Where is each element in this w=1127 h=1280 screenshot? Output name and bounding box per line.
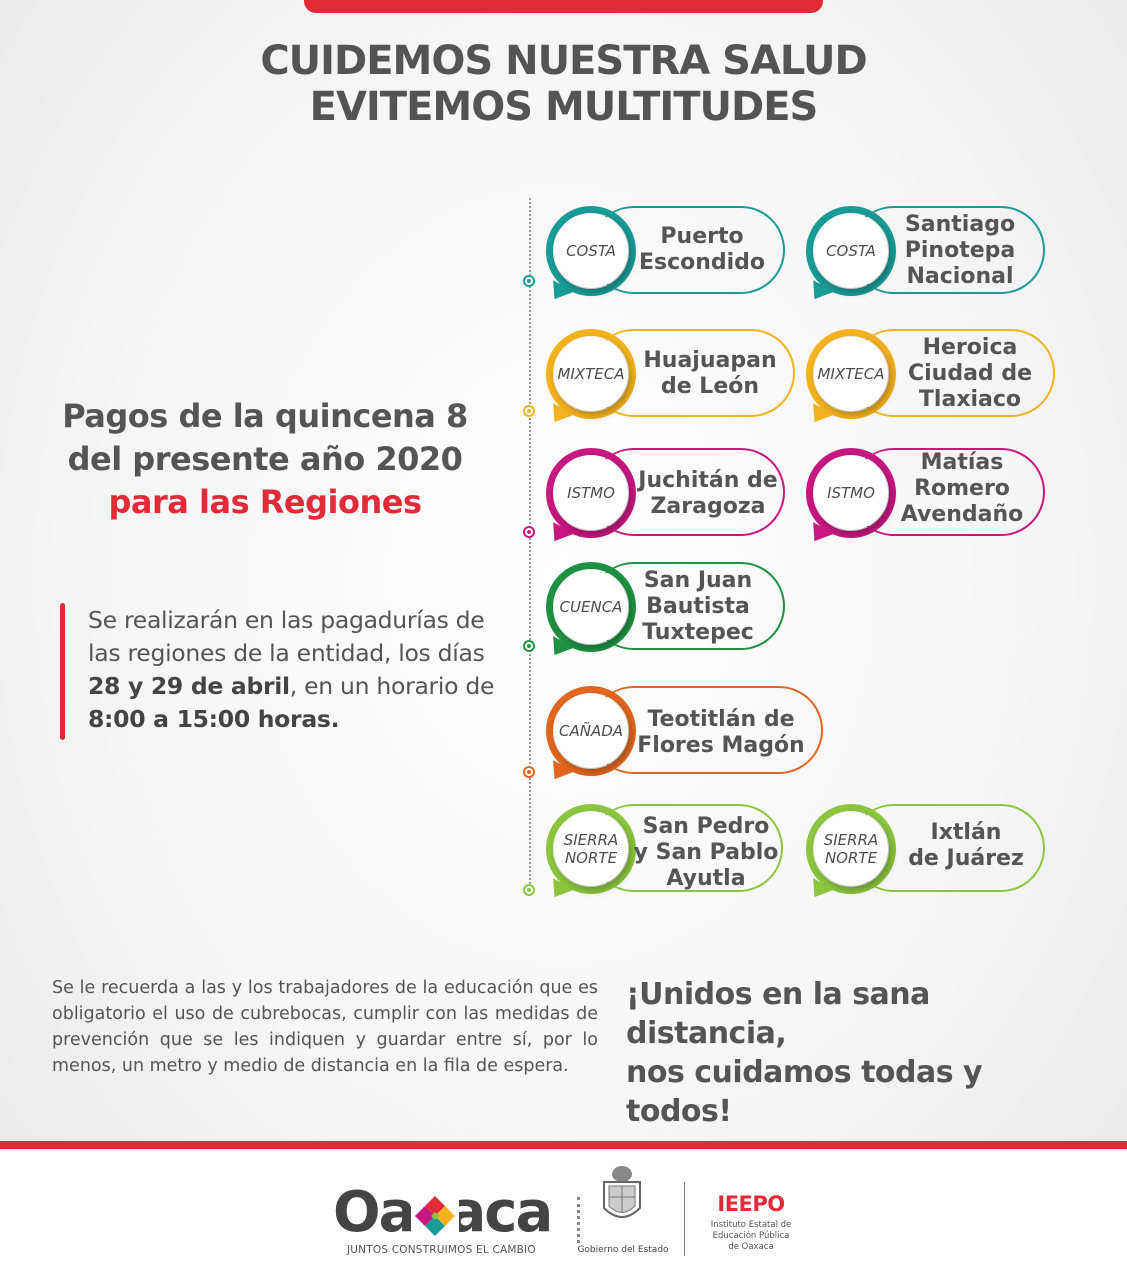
footer-dotted-divider bbox=[577, 1197, 580, 1243]
reminder-note: Se le recuerda a las y los trabajadores … bbox=[52, 978, 598, 1076]
title-line-2: EVITEMOS MULTITUDES bbox=[309, 84, 819, 130]
info-hours: 8:00 a 15:00 horas. bbox=[88, 705, 340, 733]
info-text-2: , en un horario de bbox=[289, 672, 495, 700]
page-title: CUIDEMOS NUESTRA SALUD EVITEMOS MULTITUD… bbox=[0, 38, 1127, 130]
timeline-line bbox=[529, 198, 531, 896]
city-name: Puerto Escondido bbox=[638, 224, 766, 275]
pagos-heading: Pagos de la quincena 8 del presente año … bbox=[40, 395, 490, 524]
city-name: Matías Romero Avendaño bbox=[900, 450, 1024, 527]
title-line-1: CUIDEMOS NUESTRA SALUD bbox=[260, 38, 867, 84]
timeline-dot-mixteca bbox=[523, 405, 535, 417]
ieepo-logo-text: IEEPO bbox=[717, 1192, 785, 1216]
timeline-dot-canada bbox=[523, 766, 535, 778]
payment-info: Se realizarán en las pagadurías de las r… bbox=[88, 604, 498, 736]
region-label: MIXTECA bbox=[554, 337, 628, 411]
timeline-dot-istmo bbox=[523, 526, 535, 538]
region-label: MIXTECA bbox=[814, 337, 888, 411]
ieepo-subtitle: Instituto Estatal de Educación Pública d… bbox=[710, 1220, 792, 1252]
city-name: San Pedro y San Pablo Ayutla bbox=[633, 814, 779, 891]
timeline-dot-costa bbox=[523, 275, 535, 287]
city-name: Juchitán de Zaragoza bbox=[638, 468, 778, 519]
city-name: Huajuapan de León bbox=[643, 348, 777, 399]
footer-divider bbox=[684, 1182, 685, 1256]
city-name: San Juan Bautista Tuxtepec bbox=[642, 568, 754, 645]
slogan-line-2: nos cuidamos todas y todos! bbox=[626, 1055, 983, 1129]
pagos-line-1: Pagos de la quincena 8 bbox=[62, 397, 468, 435]
region-label: CAÑADA bbox=[554, 694, 628, 768]
region-label: COSTA bbox=[554, 214, 628, 288]
pagos-line-2: del presente año 2020 bbox=[67, 440, 463, 478]
gobierno-label: Gobierno del Estado bbox=[577, 1245, 669, 1255]
region-label: SIERRA NORTE bbox=[814, 812, 888, 886]
city-name: Ixtlán de Juárez bbox=[908, 820, 1024, 871]
region-label: CUENCA bbox=[554, 570, 628, 644]
info-text-1: Se realizarán en las pagadurías de las r… bbox=[88, 606, 485, 667]
slogan: ¡Unidos en la sana distancia, nos cuidam… bbox=[626, 975, 1096, 1131]
oaxaca-tagline: JUNTOS CONSTRUIMOS EL CAMBIO bbox=[347, 1244, 536, 1256]
info-accent-bar bbox=[60, 603, 65, 740]
state-seal-icon bbox=[603, 1166, 641, 1218]
oaxaca-logo-icon bbox=[411, 1192, 459, 1238]
footer bbox=[0, 1149, 1127, 1280]
top-red-bar bbox=[304, 0, 823, 13]
region-label: SIERRA NORTE bbox=[554, 812, 628, 886]
info-dates: 28 y 29 de abril bbox=[88, 672, 290, 700]
region-label: COSTA bbox=[814, 214, 888, 288]
city-name: Teotitlán de Flores Magón bbox=[637, 707, 805, 758]
city-name: Heroica Ciudad de Tlaxiaco bbox=[907, 335, 1033, 412]
footer-red-bar bbox=[0, 1141, 1127, 1149]
timeline-dot-cuenca bbox=[523, 640, 535, 652]
pagos-line-3: para las Regiones bbox=[108, 483, 423, 521]
timeline-dot-sierra bbox=[523, 884, 535, 896]
slogan-line-1: ¡Unidos en la sana distancia, bbox=[626, 977, 930, 1051]
region-label: ISTMO bbox=[814, 456, 888, 530]
region-label: ISTMO bbox=[554, 456, 628, 530]
city-name: Santiago Pinotepa Nacional bbox=[904, 212, 1016, 289]
